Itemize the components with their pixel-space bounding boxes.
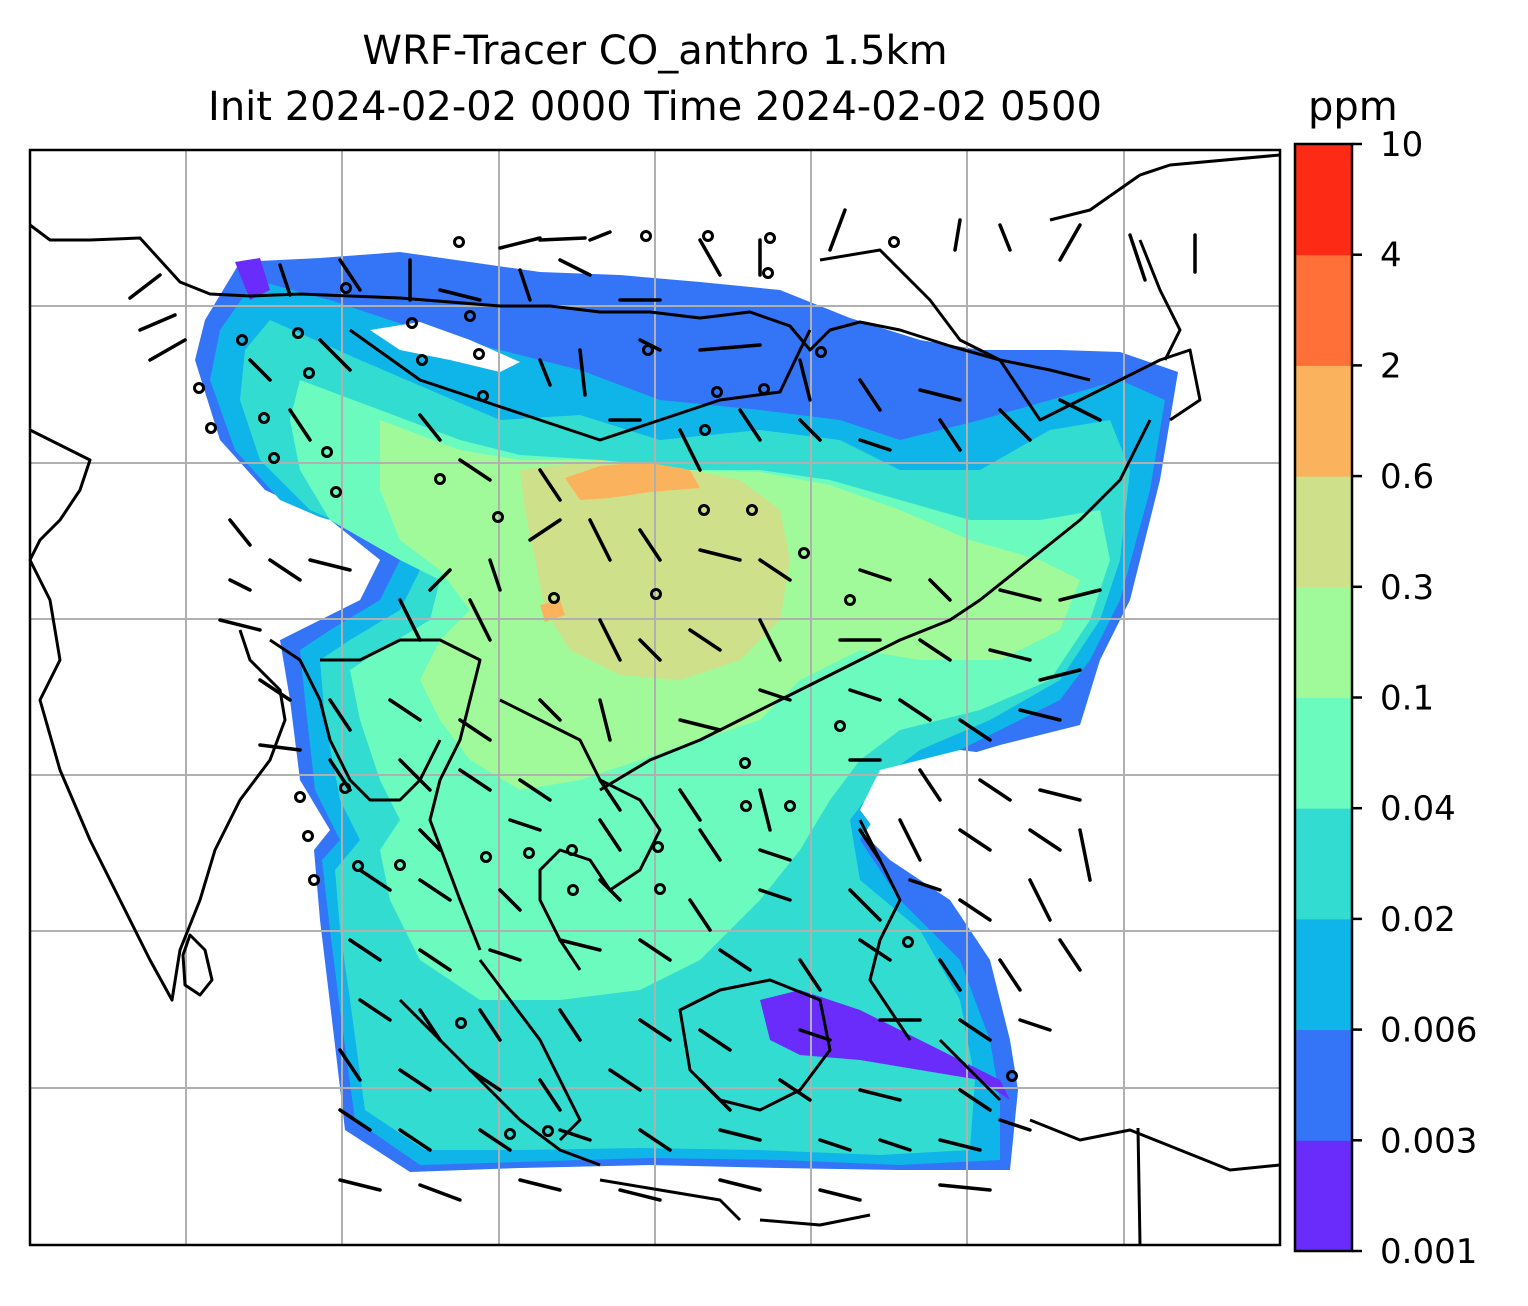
colorbar-tick-label: 0.1: [1380, 679, 1434, 719]
colorbar: 0.001 0.003 0.006 0.02 0.04 0.1 0.3 0.6 2 4 10: [1293, 125, 1477, 1272]
colorbar-tick-label: 0.02: [1380, 900, 1456, 940]
calm-markers: [193, 230, 1018, 1140]
coastline-newguinea: [1029, 1118, 1281, 1172]
colorbar-tick-label: 2: [1380, 346, 1402, 386]
colorbar-segment-0.02-0.04: [1295, 808, 1352, 920]
coastline-sumatra: [398, 998, 601, 1167]
island-timor: [759, 1213, 871, 1227]
colorbar-segment-0.6-2: [1295, 365, 1352, 477]
border-north: [29, 223, 1091, 382]
colorbar-segment-2-4: [1295, 254, 1352, 366]
colorbar-segment-0.04-0.1: [1295, 697, 1352, 809]
border-myanmar: [320, 638, 482, 951]
border-mongolia: [1138, 239, 1182, 361]
coastline-arabia: [28, 428, 92, 561]
coastline-java: [599, 1178, 742, 1222]
colorbar-tick-label: 0.003: [1380, 1121, 1477, 1161]
colorbar-tick-label: 4: [1380, 236, 1402, 276]
chart-subtitle: Init 2024-02-02 0000 Time 2024-02-02 050…: [208, 84, 1102, 130]
border-china-east: [819, 248, 1202, 422]
chart-title: WRF-Tracer CO_anthro 1.5km: [362, 28, 948, 74]
border-tibet: [349, 328, 812, 442]
coastline-sulawesi: [938, 1038, 1002, 1102]
coastline-srilanka: [181, 933, 214, 997]
colorbar-unit-label: ppm: [1308, 84, 1398, 130]
country-borders: [28, 153, 1281, 1246]
field-gap-north: [370, 322, 520, 372]
field-layer-0-6: [565, 462, 700, 500]
coastline-malay: [478, 959, 582, 1142]
colorbar-segment-0.1-0.3: [1295, 586, 1352, 698]
colorbar-tick-label: 0.04: [1380, 789, 1456, 829]
map-frame: [28, 148, 1282, 1247]
colorbar-tick-label: 0.3: [1380, 568, 1434, 608]
field-gap-west: [170, 470, 380, 640]
colorbar-tick-label: 0.6: [1380, 457, 1434, 497]
colorbar-segment-4-10: [1295, 144, 1352, 256]
field-edge-north: [235, 258, 270, 300]
gridlines: [30, 150, 1280, 1245]
colorbar-tick-label: 0.001: [1380, 1232, 1477, 1272]
colorbar-segment-0.006-0.02: [1295, 918, 1352, 1031]
border-korea: [1049, 153, 1281, 222]
field-spot-0-6: [540, 600, 565, 622]
colorbar-tick-label: 10: [1380, 125, 1423, 165]
colorbar-tick-label: 0.006: [1380, 1011, 1477, 1051]
field-gap-east: [860, 750, 1100, 900]
colorbar-segment-0.003-0.006: [1295, 1029, 1352, 1141]
colorbar-segment-0.001-0.003: [1295, 1140, 1352, 1252]
coastline-bengal: [269, 638, 442, 802]
border-newguinea: [1136, 1127, 1142, 1246]
colorbar-segment-0.3-0.6: [1295, 476, 1352, 588]
coastline-china: [599, 419, 1152, 792]
coastline-india: [28, 559, 287, 1002]
border-indochina: [499, 698, 662, 971]
